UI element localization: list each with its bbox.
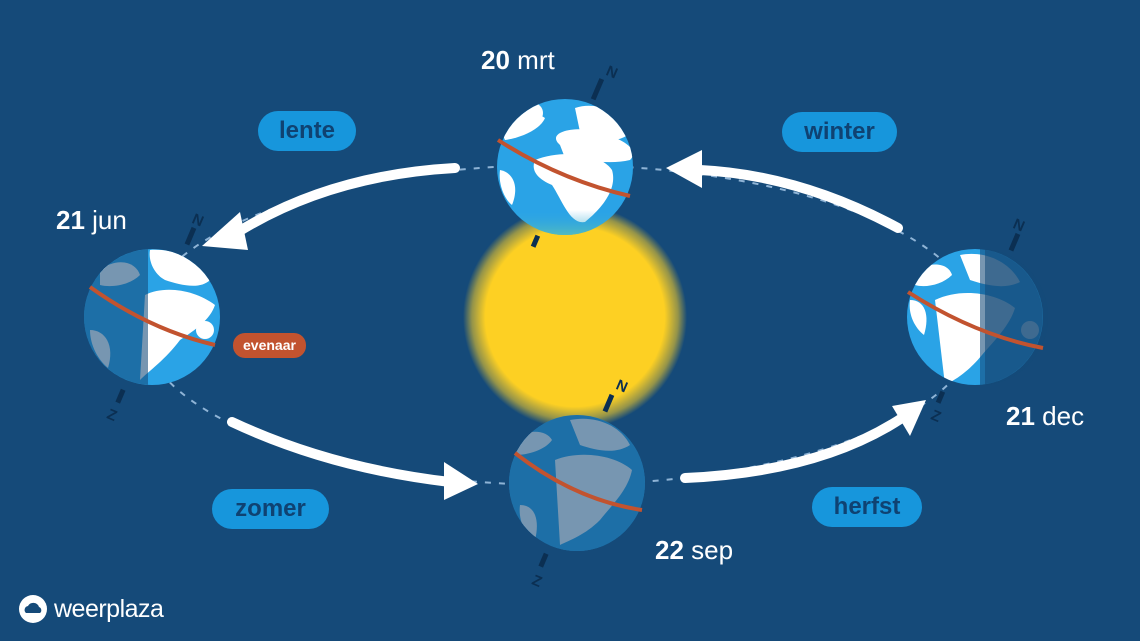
date-sep: 22 sep bbox=[655, 535, 734, 565]
south-label: Z bbox=[928, 407, 943, 426]
north-label: N bbox=[603, 63, 620, 83]
south-label: Z bbox=[529, 572, 544, 591]
arrow-winter bbox=[695, 165, 903, 233]
north-label: N bbox=[1010, 216, 1027, 236]
date-jun: 21 jun bbox=[56, 205, 127, 235]
brand-name: weerplaza bbox=[54, 594, 164, 623]
sun bbox=[463, 205, 687, 429]
globe-dec: N Z bbox=[906, 216, 1048, 426]
cloud-icon bbox=[19, 595, 47, 623]
globe-sep: N Z bbox=[509, 377, 645, 591]
arrow-spring bbox=[233, 163, 460, 237]
equator-label: evenaar bbox=[233, 333, 306, 358]
date-mar: 20 mrt bbox=[481, 45, 555, 75]
arrow-autumn bbox=[680, 413, 907, 483]
arrowhead-winter bbox=[666, 150, 702, 188]
season-spring-label: lente bbox=[258, 111, 356, 151]
arrowhead-summer bbox=[444, 462, 478, 500]
season-autumn-label: herfst bbox=[812, 487, 922, 527]
globe-jun: N Z bbox=[84, 211, 220, 425]
date-dec: 21 dec bbox=[1006, 401, 1085, 431]
season-winter-label: winter bbox=[782, 112, 897, 152]
season-summer-label: zomer bbox=[212, 489, 329, 529]
arrowhead-spring bbox=[202, 212, 248, 250]
arrowhead-autumn bbox=[892, 400, 926, 436]
arrow-summer bbox=[227, 417, 455, 487]
brand-logo: weerplaza bbox=[18, 594, 164, 624]
south-label: Z bbox=[104, 406, 119, 425]
